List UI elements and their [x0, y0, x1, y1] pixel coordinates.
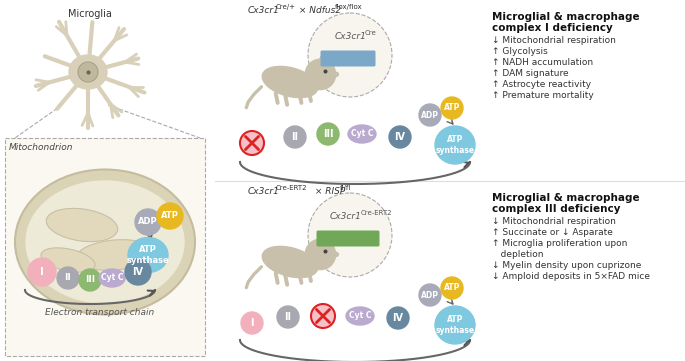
Text: Cx3cr1: Cx3cr1 — [248, 187, 280, 196]
Text: Microglia: Microglia — [68, 9, 112, 19]
Text: ↑ NADH accumulation: ↑ NADH accumulation — [492, 58, 593, 67]
Circle shape — [79, 269, 101, 291]
Text: Microglial & macrophage: Microglial & macrophage — [492, 12, 640, 22]
Text: Cre: Cre — [365, 30, 377, 36]
FancyBboxPatch shape — [316, 231, 379, 247]
Text: Cre-ERT2: Cre-ERT2 — [276, 185, 308, 191]
Text: Cx3cr1: Cx3cr1 — [248, 6, 280, 15]
Circle shape — [306, 59, 336, 90]
Ellipse shape — [128, 238, 168, 273]
Circle shape — [277, 306, 299, 328]
Text: ↑ Premature mortality: ↑ Premature mortality — [492, 91, 594, 100]
Circle shape — [240, 131, 264, 155]
Text: ↓ Myelin density upon cuprizone: ↓ Myelin density upon cuprizone — [492, 261, 641, 270]
Text: Cx3cr1: Cx3cr1 — [335, 32, 367, 41]
Circle shape — [419, 104, 441, 126]
Circle shape — [57, 267, 79, 289]
Text: × RISP: × RISP — [312, 187, 345, 196]
Text: depletion: depletion — [492, 250, 543, 259]
Ellipse shape — [47, 208, 118, 242]
Ellipse shape — [99, 269, 125, 287]
Ellipse shape — [15, 170, 195, 314]
Text: fl/fl: fl/fl — [340, 185, 351, 191]
Circle shape — [311, 304, 335, 328]
Text: ATP: ATP — [444, 283, 460, 292]
FancyBboxPatch shape — [5, 138, 205, 356]
Text: Cre-ERT2: Cre-ERT2 — [361, 210, 393, 216]
Text: ATP
synthase: ATP synthase — [436, 135, 475, 155]
Text: ADP: ADP — [421, 110, 439, 119]
Circle shape — [78, 62, 98, 82]
Circle shape — [157, 203, 183, 229]
Ellipse shape — [435, 306, 475, 344]
Text: Cyt C: Cyt C — [349, 312, 371, 321]
Text: II: II — [292, 132, 299, 142]
FancyBboxPatch shape — [321, 51, 375, 66]
Circle shape — [387, 307, 409, 329]
Text: I: I — [250, 318, 253, 328]
Circle shape — [389, 126, 411, 148]
Circle shape — [308, 13, 392, 97]
Circle shape — [125, 259, 151, 285]
Circle shape — [441, 277, 463, 299]
Text: IV: IV — [395, 132, 406, 142]
Text: II: II — [64, 274, 71, 283]
Text: ↓ Mitochondrial respiration: ↓ Mitochondrial respiration — [492, 36, 616, 45]
Text: flox/flox: flox/flox — [335, 4, 362, 10]
Ellipse shape — [435, 126, 475, 164]
Circle shape — [306, 239, 336, 270]
Ellipse shape — [346, 307, 374, 325]
Circle shape — [441, 97, 463, 119]
Circle shape — [284, 126, 306, 148]
Text: IV: IV — [132, 267, 143, 277]
Text: ↓ Mitochondrial respiration: ↓ Mitochondrial respiration — [492, 217, 616, 226]
Text: Mitochondrion: Mitochondrion — [9, 143, 73, 152]
Circle shape — [319, 55, 333, 68]
Ellipse shape — [69, 55, 107, 89]
Text: ADP: ADP — [138, 217, 158, 226]
Ellipse shape — [348, 125, 376, 143]
Ellipse shape — [262, 66, 318, 97]
Ellipse shape — [331, 252, 338, 257]
Ellipse shape — [331, 72, 338, 77]
Text: ATP
synthase: ATP synthase — [436, 315, 475, 335]
Circle shape — [419, 284, 441, 306]
Text: ATP
synthase: ATP synthase — [127, 245, 169, 265]
Text: Cx3cr1: Cx3cr1 — [330, 212, 362, 221]
Text: Cre/+: Cre/+ — [276, 4, 296, 10]
Text: × Ndfus2: × Ndfus2 — [296, 6, 341, 15]
Ellipse shape — [76, 240, 154, 270]
Circle shape — [28, 258, 56, 286]
Text: complex III deficiency: complex III deficiency — [492, 204, 621, 214]
Text: ↓ Amploid deposits in 5×FAD mice: ↓ Amploid deposits in 5×FAD mice — [492, 272, 650, 281]
Ellipse shape — [262, 247, 318, 278]
Text: IV: IV — [393, 313, 403, 323]
Circle shape — [241, 312, 263, 334]
Text: Microglial & macrophage: Microglial & macrophage — [492, 193, 640, 203]
Text: III: III — [85, 275, 95, 284]
Text: Cyt C: Cyt C — [101, 274, 123, 283]
Text: ↑ Glycolysis: ↑ Glycolysis — [492, 47, 548, 56]
Text: ↑ DAM signature: ↑ DAM signature — [492, 69, 569, 78]
Text: ↑ Succinate or ↓ Asparate: ↑ Succinate or ↓ Asparate — [492, 228, 613, 237]
Text: Electron transport chain: Electron transport chain — [45, 308, 155, 317]
Circle shape — [135, 209, 161, 235]
Circle shape — [319, 234, 333, 248]
Text: complex I deficiency: complex I deficiency — [492, 23, 613, 33]
Ellipse shape — [41, 248, 95, 272]
Text: ATP: ATP — [161, 212, 179, 221]
Text: ↑ Astrocyte reactivity: ↑ Astrocyte reactivity — [492, 80, 591, 89]
Text: ADP: ADP — [421, 291, 439, 300]
Text: III: III — [323, 129, 333, 139]
Text: ↑ Microglia proliferation upon: ↑ Microglia proliferation upon — [492, 239, 627, 248]
Text: ATP: ATP — [444, 104, 460, 113]
Circle shape — [317, 123, 339, 145]
Text: I: I — [40, 267, 44, 277]
Ellipse shape — [26, 181, 184, 303]
Text: Cyt C: Cyt C — [351, 130, 373, 139]
Text: II: II — [284, 312, 292, 322]
Circle shape — [308, 193, 392, 277]
